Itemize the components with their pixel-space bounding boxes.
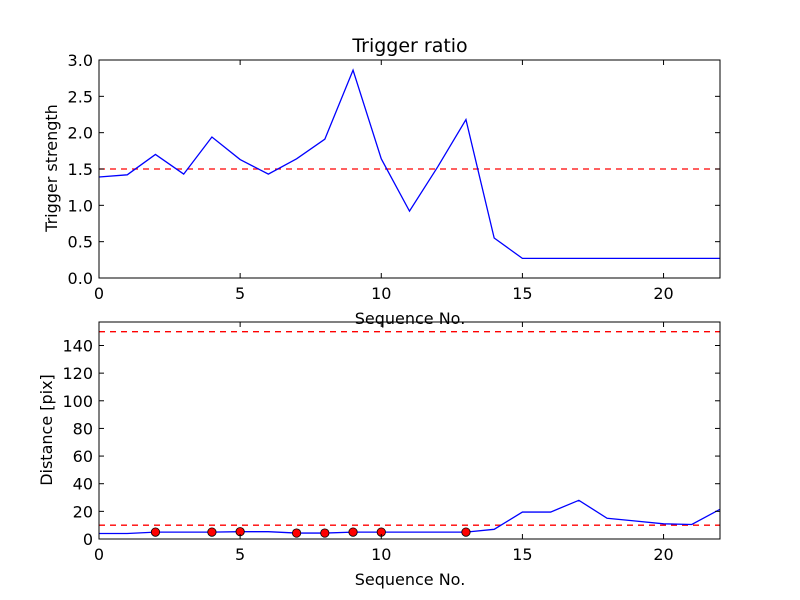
y-tick-label: 2.0 <box>68 124 93 143</box>
series-line <box>99 499 720 535</box>
y-tick-label: 40 <box>73 475 93 494</box>
data-point-marker <box>320 528 330 538</box>
data-point-marker <box>348 527 358 537</box>
y-tick-label: 1.5 <box>68 160 93 179</box>
y-axis-label: Distance [pix] <box>37 374 56 486</box>
series-line <box>99 68 720 260</box>
y-tick-label: 0.0 <box>68 269 93 288</box>
y-tick-label: 20 <box>73 502 93 521</box>
x-tick-label: 0 <box>94 284 104 303</box>
y-tick-label: 140 <box>62 336 93 355</box>
data-point-marker <box>207 527 217 537</box>
x-tick-label: 5 <box>235 545 245 564</box>
x-axis-label: Sequence No. <box>355 309 466 328</box>
y-tick-label: 100 <box>62 392 93 411</box>
axes-frame <box>98 321 721 540</box>
y-tick-label: 0 <box>83 530 93 549</box>
x-tick-label: 15 <box>512 545 532 564</box>
plot-area <box>99 331 720 535</box>
y-tick-label: 80 <box>73 419 93 438</box>
y-tick-label: 3.0 <box>68 51 93 70</box>
data-point-marker <box>461 527 471 537</box>
x-tick-label: 0 <box>94 545 104 564</box>
chart-title: Trigger ratio <box>351 35 467 57</box>
trigger-ratio-subplot: Trigger ratio Trigger strength Sequence … <box>42 35 721 328</box>
y-axis-label: Trigger strength <box>42 104 61 233</box>
x-tick-label: 15 <box>512 284 532 303</box>
y-tick-label: 120 <box>62 364 93 383</box>
y-tick-label: 0.5 <box>68 233 93 252</box>
plot-area <box>99 68 720 260</box>
x-axis-label: Sequence No. <box>355 570 466 589</box>
x-tick-label: 5 <box>235 284 245 303</box>
y-tick-label: 1.0 <box>68 196 93 215</box>
x-tick-label: 20 <box>653 545 673 564</box>
x-tick-label: 20 <box>653 284 673 303</box>
y-tick-label: 60 <box>73 447 93 466</box>
data-point-marker <box>150 527 161 537</box>
distance-subplot: Distance [pix] Sequence No. 0 5 10 15 20 0 20 4… <box>37 321 721 589</box>
x-tick-label: 10 <box>371 545 391 564</box>
data-point-marker <box>291 528 302 538</box>
x-tick-label: 10 <box>371 284 391 303</box>
y-tick-label: 2.5 <box>68 87 93 106</box>
